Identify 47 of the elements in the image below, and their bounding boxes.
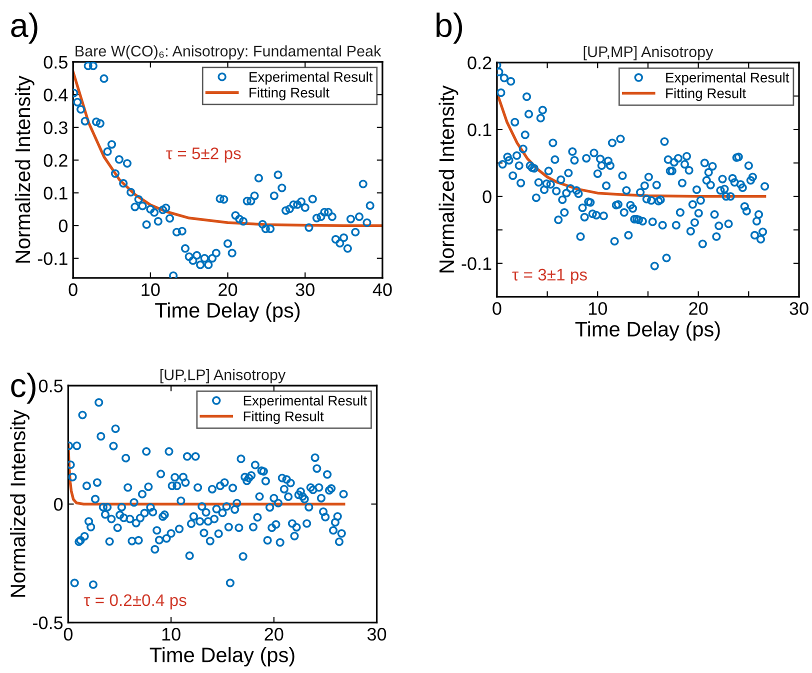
x-axis-title: Time Delay (ps) [155, 302, 300, 322]
annotation: τ = 5±2 ps [166, 147, 241, 163]
y-tick-label: 0 [54, 498, 63, 511]
y-tick-label: 0.5 [44, 56, 68, 69]
y-tick-label: -0.5 [33, 616, 63, 630]
x-tick-label: 30 [296, 283, 314, 296]
y-axis-title: Normalized Intensity [10, 410, 30, 597]
x-axis-title: Time Delay (ps) [575, 321, 720, 341]
x-tick-label: 20 [264, 628, 284, 641]
y-axis-title: Normalized Intensity [14, 76, 34, 263]
text: a) [11, 12, 38, 44]
legend-label: Experimental Result [244, 395, 367, 408]
y-tick-label: 0.2 [44, 154, 68, 167]
x-tick-label: 30 [790, 302, 808, 315]
y-tick-label: 0.4 [44, 88, 68, 102]
y-tick-label: 0.1 [468, 123, 492, 136]
annotation: τ = 3±1 ps [512, 268, 587, 284]
chart-title: [UP,MP] Anisotropy [584, 46, 714, 60]
legend-label: Experimental Result [666, 72, 790, 86]
x-tick-label: 0 [492, 302, 502, 315]
chart-title: [UP,LP] Anisotropy [160, 369, 286, 384]
y-tick-label: 0 [482, 190, 492, 204]
x-axis-title: Time Delay (ps) [150, 646, 294, 666]
x-tick-label: 10 [142, 283, 160, 296]
y-tick-label: -0.1 [38, 252, 68, 266]
y-tick-label: 0.2 [468, 56, 492, 70]
y-tick-label: 0.3 [44, 121, 68, 134]
x-tick-label: 10 [162, 628, 180, 641]
text: b) [436, 12, 462, 44]
y-tick-label: 0 [58, 220, 68, 232]
x-tick-label: 30 [367, 628, 386, 641]
y-axis-title: Normalized Intensity [438, 85, 458, 272]
y-tick-label: 0.5 [38, 380, 63, 392]
text: c) [11, 372, 36, 404]
x-tick-label: 10 [588, 302, 607, 315]
annotation: τ = 0.2±0.4 ps [84, 594, 186, 610]
x-tick-label: 0 [68, 283, 78, 296]
x-tick-label: 20 [218, 283, 238, 296]
legend-label: Experimental Result [250, 72, 373, 85]
x-tick-label: 40 [372, 283, 392, 296]
x-tick-label: 20 [689, 302, 708, 315]
y-tick-label: -0.1 [462, 257, 492, 270]
legend-label: Fitting Result [666, 88, 746, 101]
chart-title: Bare W(CO)₆: Anisotropy: Fundamental Peak [76, 45, 382, 60]
legend-label: Fitting Result [250, 87, 330, 100]
y-tick-label: 0.1 [44, 186, 68, 200]
legend-label: Fitting Result [244, 411, 324, 424]
